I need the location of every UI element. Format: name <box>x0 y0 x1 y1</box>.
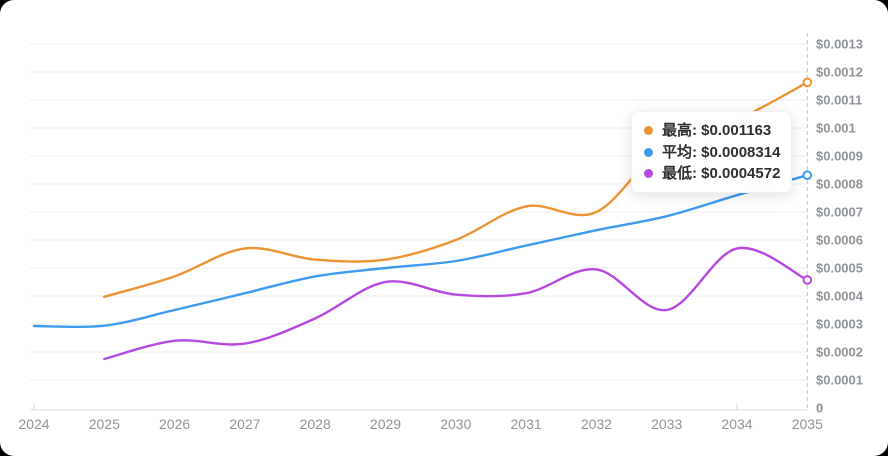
tooltip-item-text: 平均: $0.0008314 <box>662 143 781 161</box>
x-axis-tick-label: 2033 <box>651 416 682 432</box>
tooltip-item-text: 最低: $0.0004572 <box>662 165 781 182</box>
y-axis-tick-label: $0.0009 <box>816 149 863 164</box>
y-axis-tick-label: $0.0012 <box>816 65 863 80</box>
tooltip-item-text: 最高: $0.001163 <box>662 122 772 139</box>
y-axis-tick-label: $0.0011 <box>816 93 862 108</box>
series-color-dot-icon <box>644 147 653 157</box>
y-axis-tick-label: $0.0006 <box>816 233 863 248</box>
y-axis-tick-label: $0.0004 <box>816 289 864 304</box>
y-axis-tick-label: 0 <box>816 401 823 416</box>
series-color-dot-icon <box>644 169 653 178</box>
series-endpoint-marker-highest[interactable] <box>802 77 813 88</box>
x-axis-tick-label: 2025 <box>89 416 120 432</box>
y-axis-tick-label: $0.001 <box>816 121 856 136</box>
chart-tooltip: 最高: $0.001163 平均: $0.0008314 最低: $0.000457… <box>631 111 792 193</box>
series-endpoint-marker-average[interactable] <box>802 170 813 181</box>
tooltip-item-lowest: 最低: $0.0004572 <box>644 163 781 184</box>
x-axis-tick-label: 2035 <box>792 416 823 432</box>
tooltip-item-average: 平均: $0.0008314 <box>644 142 781 163</box>
series-color-dot-icon <box>644 126 653 135</box>
series-line-average[interactable] <box>32 174 809 329</box>
x-axis-tick-label: 2032 <box>581 416 612 432</box>
x-axis-tick-label: 2027 <box>229 416 260 432</box>
x-axis-tick-label: 2028 <box>300 416 331 432</box>
y-axis-tick-label: $0.0005 <box>816 261 863 276</box>
y-axis-tick-label: $0.0013 <box>816 37 863 52</box>
series-line-lowest[interactable] <box>103 246 809 361</box>
y-axis-tick-label: $0.0001 <box>816 373 863 388</box>
x-axis-tick-label: 2024 <box>18 416 49 432</box>
x-axis-tick-label: 2034 <box>721 416 752 432</box>
x-axis-tick-label: 2031 <box>511 416 542 432</box>
y-axis-tick-label: $0.0003 <box>816 317 863 332</box>
y-axis-tick-label: $0.0007 <box>816 205 863 220</box>
tooltip-item-highest: 最高: $0.001163 <box>644 120 781 141</box>
x-axis-tick-label: 2026 <box>159 416 190 432</box>
y-axis-tick-label: $0.0008 <box>816 177 863 192</box>
x-axis-tick-label: 2030 <box>440 416 471 432</box>
series-endpoint-marker-lowest[interactable] <box>802 275 813 285</box>
y-axis-tick-label: $0.0002 <box>816 345 863 360</box>
x-axis-tick-label: 2029 <box>370 416 401 432</box>
